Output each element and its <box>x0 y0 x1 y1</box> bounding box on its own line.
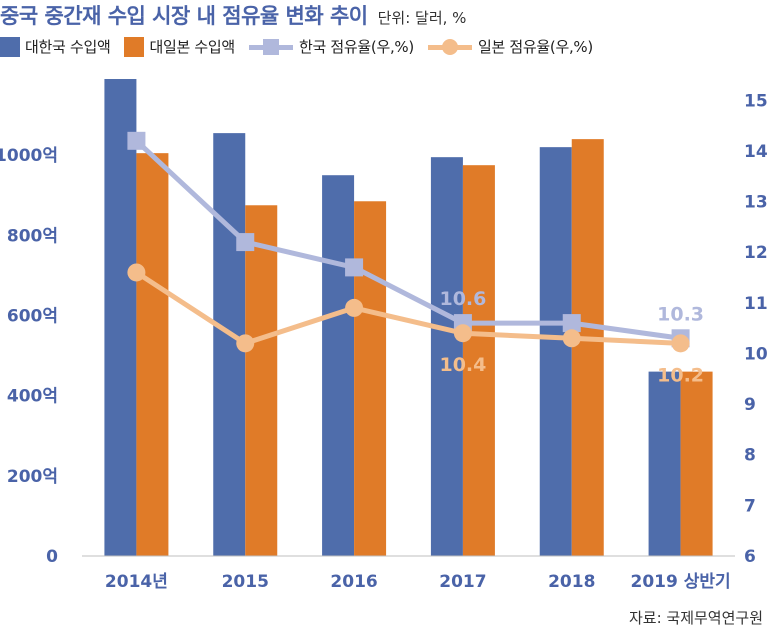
y-left-tick-label: 400억 <box>7 387 58 407</box>
header: 중국 중간재 수입 시장 내 점유율 변화 추이 단위: 달러, % <box>0 0 466 30</box>
point-korea-share <box>345 258 364 277</box>
point-japan-share <box>127 263 146 282</box>
x-tick-label: 2019 상반기 <box>631 572 731 592</box>
y-right-tick-label: 14 <box>744 142 767 162</box>
y-right-tick-label: 15 <box>744 91 767 111</box>
line-korea-share <box>134 138 681 341</box>
bar-korea-imports <box>648 371 681 556</box>
chart-title: 중국 중간재 수입 시장 내 점유율 변화 추이 <box>0 4 368 28</box>
x-tick-label: 2016 <box>330 572 377 592</box>
legend-label: 대한국 수입액 <box>25 38 111 56</box>
data-label: 10.3 <box>657 303 704 325</box>
point-japan-share <box>345 298 364 317</box>
legend-swatch-japan-bar <box>124 36 145 57</box>
point-japan-share <box>562 329 581 348</box>
y-right-tick-label: 7 <box>744 496 756 516</box>
y-left-tick-label: 200억 <box>7 467 58 487</box>
point-japan-share <box>453 324 472 343</box>
y-left-tick-label: 0 <box>46 547 58 567</box>
x-tick-label: 2014년 <box>105 572 168 592</box>
y-right-tick-label: 9 <box>744 395 756 415</box>
point-korea-share <box>127 131 146 150</box>
legend-swatch-japan-line <box>427 37 472 57</box>
legend-item-japan-imports: 대일본 수입액 <box>124 36 235 57</box>
x-tick-label: 2017 <box>439 572 486 592</box>
source-note: 자료: 국제무역연구원 <box>628 609 763 627</box>
bar-japan-imports <box>680 371 713 556</box>
x-tick-label: 2015 <box>222 572 269 592</box>
y-right-tick-label: 13 <box>744 193 767 213</box>
y-left-tick-label: 600억 <box>7 307 58 327</box>
bar-japan-imports <box>245 205 278 557</box>
bar-korea-imports <box>322 175 355 557</box>
bar-japan-imports <box>462 165 495 556</box>
line-japan-share <box>135 270 681 346</box>
y-right-tick-label: 6 <box>744 547 756 567</box>
legend-swatch-korea-line <box>248 37 293 57</box>
legend-item-japan-share: 일본 점유율(우,%) <box>427 36 593 57</box>
data-label: 10.4 <box>439 354 486 376</box>
legend-label: 대일본 수입액 <box>149 38 235 56</box>
bar-japan-imports <box>354 201 387 556</box>
point-korea-share <box>236 233 255 252</box>
y-left-tick-label: 800억 <box>7 226 58 246</box>
y-right-tick-label: 12 <box>744 243 767 263</box>
data-label: 10.2 <box>657 364 704 386</box>
bar-korea-imports <box>539 147 572 556</box>
legend: 대한국 수입액 대일본 수입액 한국 점유율(우,%) 일본 점유율(우,%) <box>0 36 607 57</box>
y-right-tick-label: 11 <box>744 294 767 314</box>
legend-item-korea-share: 한국 점유율(우,%) <box>248 36 414 57</box>
bar-korea-imports <box>104 79 137 556</box>
bar-korea-imports <box>430 157 463 556</box>
legend-label: 한국 점유율(우,%) <box>298 38 414 56</box>
unit-label: 단위: 달러, % <box>377 9 467 27</box>
legend-swatch-korea-bar <box>0 36 20 57</box>
point-japan-share <box>671 334 690 353</box>
legend-item-korea-imports: 대한국 수입액 <box>0 36 111 57</box>
legend-label: 일본 점유율(우,%) <box>477 38 593 56</box>
bar-japan-imports <box>136 153 169 556</box>
point-japan-share <box>236 334 255 353</box>
y-right-tick-label: 8 <box>744 446 756 466</box>
x-tick-label: 2018 <box>548 572 595 592</box>
y-left-tick-label: 1000억 <box>0 146 58 166</box>
bar-japan-imports <box>571 139 604 556</box>
point-korea-share <box>562 314 581 333</box>
y-right-tick-label: 10 <box>744 344 767 364</box>
data-label: 10.6 <box>439 288 486 310</box>
